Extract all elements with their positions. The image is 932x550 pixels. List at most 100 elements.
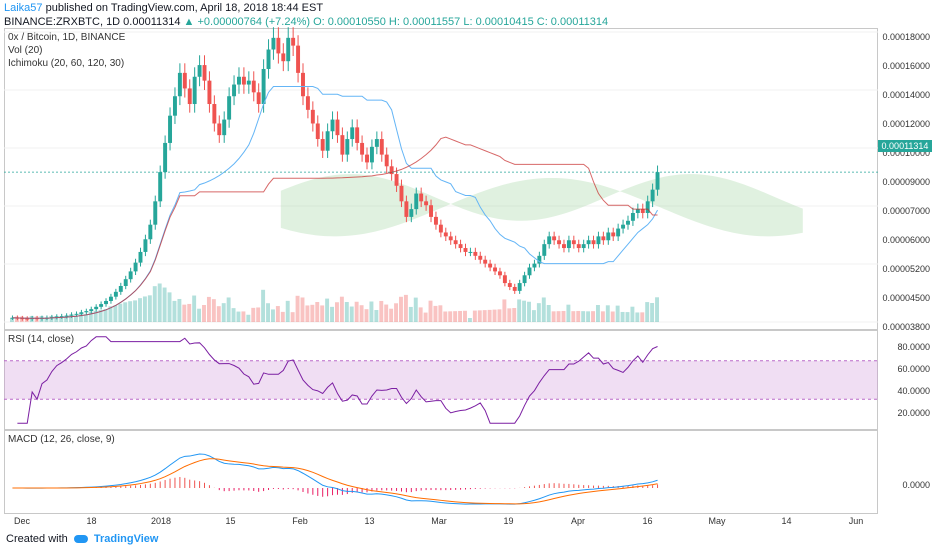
volume-bar (44, 317, 49, 322)
candle (153, 201, 158, 225)
volume-bar (527, 301, 531, 322)
volume-bar (374, 310, 379, 322)
price-axis[interactable]: 0.00018000 0.00016000 0.00014000 0.00012000… (880, 28, 932, 332)
volume-bar (123, 302, 128, 322)
volume-bar (399, 296, 403, 322)
volume-bar (335, 302, 339, 322)
volume-bar (310, 304, 315, 322)
candle (256, 92, 261, 105)
volume-bar (595, 305, 600, 322)
candle (163, 142, 168, 173)
candle (138, 251, 143, 263)
time-tick-label: 18 (86, 516, 97, 526)
volume-bar (546, 305, 551, 322)
rsi-band (4, 360, 878, 400)
volume-bar (133, 300, 138, 322)
volume-bar (423, 312, 428, 322)
volume-bar (330, 306, 334, 322)
volume-bar (443, 311, 448, 322)
volume-bar (645, 302, 650, 322)
time-tick-label: 15 (225, 516, 236, 526)
volume-bar (364, 309, 369, 322)
volume-bar (261, 289, 266, 322)
tradingview-brand[interactable]: TradingView (93, 533, 159, 545)
volume-bar (290, 312, 295, 322)
candle (429, 205, 433, 217)
price-pane (4, 28, 878, 330)
candle (478, 255, 483, 260)
price-tick-label: 0.00016000 (882, 61, 930, 71)
volume-bar (138, 298, 142, 322)
candle (261, 68, 266, 105)
volume-bar (467, 318, 472, 322)
candle (601, 236, 606, 241)
candle (246, 80, 251, 85)
volume-bar (576, 310, 581, 322)
rsi-axis[interactable]: 80.0000 60.0000 40.0000 20.0000 (880, 330, 932, 430)
author-link[interactable]: Laika57 (4, 2, 43, 14)
candle (507, 283, 512, 287)
time-tick-label: 19 (503, 516, 514, 526)
volume-bar (349, 306, 354, 322)
volume-bar (428, 300, 433, 322)
volume-bar (182, 304, 187, 322)
candle (630, 213, 635, 221)
volume-bar (167, 292, 172, 322)
volume-bar (571, 311, 576, 322)
candle (576, 244, 581, 249)
rsi-line (17, 336, 658, 424)
candle (355, 127, 360, 143)
candle (655, 172, 660, 190)
signal-line (12, 458, 658, 505)
volume-bar (211, 299, 216, 322)
volume-bar (379, 300, 384, 322)
candle (202, 65, 207, 81)
candle (596, 236, 601, 245)
time-tick-label: Feb (292, 516, 308, 526)
candle (133, 262, 138, 272)
price-tick-label: 0.00012000 (882, 119, 930, 129)
candle (409, 209, 414, 217)
candle (502, 275, 507, 284)
macd-axis[interactable]: 0.0000 (880, 430, 932, 514)
volume-bar (581, 311, 586, 322)
volume-bar (556, 311, 561, 322)
candle (197, 65, 202, 77)
candle (611, 232, 616, 237)
volume-bar (216, 306, 221, 322)
time-tick-label: Mar (431, 516, 447, 526)
candle (473, 251, 478, 256)
candle (74, 313, 79, 315)
ohlc-info: O: 0.00010550 H: 0.00011557 L: 0.0001041… (313, 16, 609, 28)
volume-bar (315, 302, 320, 322)
volume-bar (78, 312, 83, 322)
volume-bar (551, 311, 556, 322)
candle (227, 96, 232, 120)
volume-bar (177, 298, 182, 322)
candle (404, 201, 409, 217)
candle (419, 193, 424, 202)
candle (606, 232, 611, 241)
volume-bar (487, 309, 492, 322)
volume-bar (507, 308, 512, 322)
candle (635, 209, 640, 214)
volume-bar (241, 311, 246, 322)
publish-line: Laika57 published on TradingView.com, Ap… (4, 2, 323, 14)
volume-bar (438, 305, 443, 322)
candle (320, 139, 325, 151)
volume-bar (403, 294, 408, 322)
candle (463, 248, 468, 252)
volume-bar (384, 304, 389, 322)
candle (650, 189, 655, 202)
candle (54, 316, 59, 318)
candle (542, 244, 547, 256)
candle (345, 139, 350, 155)
volume-bar (59, 316, 64, 322)
volume-bar (458, 310, 463, 322)
candle (640, 209, 645, 214)
candle (113, 291, 118, 297)
candle (89, 309, 94, 312)
volume-bar (88, 311, 93, 322)
volume-bar (492, 309, 497, 322)
volume-bar (275, 306, 280, 322)
